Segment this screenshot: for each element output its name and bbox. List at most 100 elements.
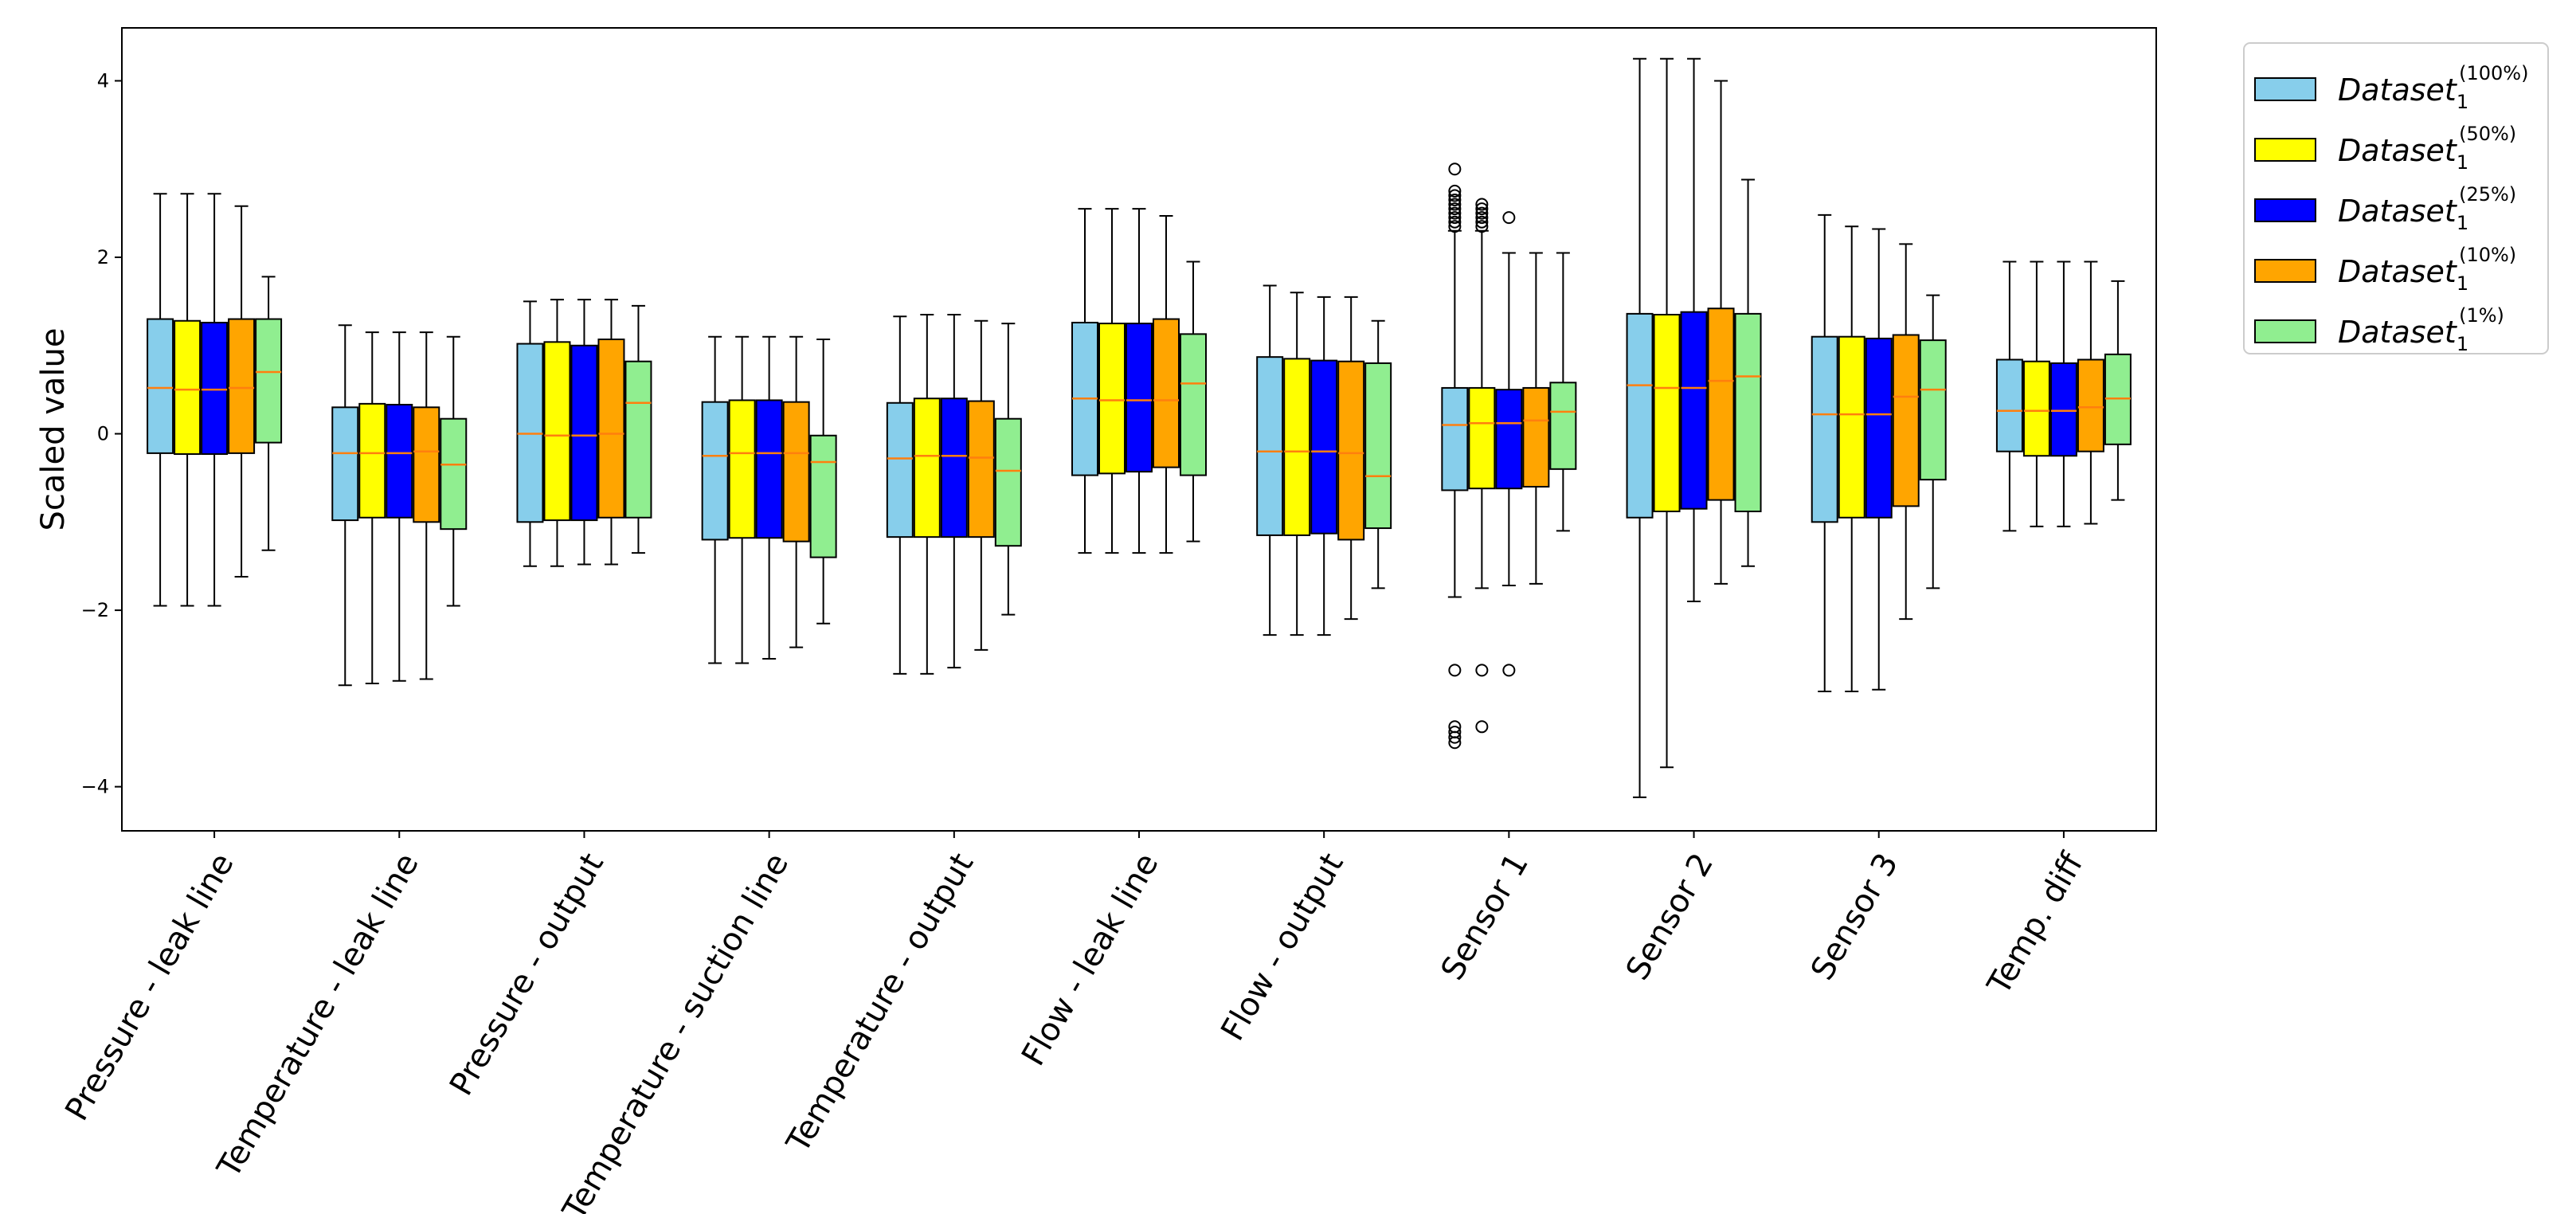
box-10-series-1 (2022, 260, 2050, 527)
x-tick-label: Sensor 1 (1434, 847, 1535, 986)
box-2-series-0 (516, 300, 544, 567)
box-iqr (1468, 386, 1496, 490)
box-2-series-1 (543, 299, 571, 567)
box-iqr (755, 399, 783, 539)
box-0-series-4 (255, 276, 283, 551)
box-10-series-4 (2104, 280, 2132, 501)
box-iqr (440, 417, 468, 531)
box-1-series-4 (440, 335, 468, 607)
y-tick-label: 0 (97, 423, 109, 445)
box-9-series-1 (1838, 225, 1865, 692)
box-2-series-3 (597, 299, 625, 566)
box-4-series-0 (886, 315, 914, 675)
outlier-point (1448, 194, 1462, 206)
outlier-point (1475, 664, 1489, 677)
box-5-series-0 (1071, 208, 1098, 554)
box-2-series-2 (570, 299, 598, 566)
box-10-series-2 (2049, 260, 2077, 527)
box-iqr (940, 397, 968, 538)
y-tick-label: −4 (81, 776, 109, 798)
box-9-series-2 (1865, 228, 1893, 691)
box-iqr (1495, 389, 1523, 490)
outlier-point (1475, 220, 1489, 233)
legend-swatch (2254, 259, 2316, 283)
box-3-series-0 (701, 335, 729, 664)
box-1-series-3 (413, 331, 440, 680)
legend-entry-label: Dataset1(10%) (2338, 244, 2516, 295)
box-8-series-4 (1734, 178, 1762, 567)
box-5-series-4 (1180, 260, 1207, 542)
box-iqr (1892, 334, 1920, 507)
box-iqr (1838, 335, 1865, 519)
box-6-series-1 (1283, 292, 1311, 636)
outlier-point (1475, 215, 1489, 229)
x-tick-label: Temperature - suction line (555, 847, 796, 1214)
box-3-series-1 (728, 335, 756, 664)
box-iqr (2022, 360, 2050, 457)
y-tick-label: −2 (81, 599, 109, 621)
box-iqr (543, 341, 571, 522)
y-axis-title: Scaled value (35, 328, 72, 531)
box-0-series-1 (174, 193, 202, 607)
legend-entry-label: Dataset1(25%) (2338, 183, 2516, 234)
box-iqr (1680, 311, 1708, 510)
x-tick-label: Sensor 2 (1619, 847, 1721, 986)
outlier-point (1448, 184, 1462, 198)
outlier-point (1475, 202, 1489, 216)
box-iqr (809, 434, 837, 558)
box-iqr (624, 360, 652, 519)
x-tick-label: Sensor 3 (1804, 847, 1905, 986)
outlier-point (1448, 163, 1462, 176)
box-iqr (1098, 323, 1126, 475)
box-iqr (1653, 314, 1681, 513)
box-iqr (886, 401, 914, 538)
x-tick-label: Pressure - output (443, 847, 611, 1102)
x-tick-label: Pressure - leak line (58, 847, 241, 1126)
box-6-series-2 (1310, 296, 1338, 636)
y-tick-label: 4 (97, 69, 109, 92)
legend-swatch (2254, 319, 2316, 343)
box-iqr (1865, 337, 1893, 519)
box-0-series-2 (201, 193, 229, 607)
box-8-series-2 (1680, 57, 1708, 602)
box-7-series-2 (1495, 211, 1523, 677)
outlier-point (1502, 211, 1516, 225)
outlier-point (1448, 730, 1462, 744)
box-1-series-0 (331, 324, 359, 687)
box-iqr (255, 318, 283, 444)
legend-entry-label: Dataset1(100%) (2338, 62, 2528, 113)
legend-swatch (2254, 138, 2316, 162)
box-8-series-3 (1707, 80, 1735, 585)
box-3-series-4 (809, 339, 837, 625)
box-iqr (1310, 359, 1338, 535)
box-10-series-0 (1995, 260, 2023, 532)
outlier-point (1502, 664, 1516, 677)
outlier-point (1448, 211, 1462, 225)
box-5-series-1 (1098, 208, 1126, 554)
x-tick-label: Flow - output (1214, 847, 1350, 1047)
box-iqr (1153, 318, 1180, 468)
box-0-series-3 (228, 205, 256, 578)
outlier-point (1448, 202, 1462, 216)
box-iqr (1283, 358, 1311, 536)
box-2-series-4 (624, 304, 652, 554)
legend-frame (2243, 42, 2549, 354)
box-iqr (1522, 386, 1550, 488)
box-iqr (1126, 323, 1153, 473)
box-0-series-0 (147, 193, 174, 607)
box-iqr (2077, 358, 2104, 452)
box-iqr (174, 319, 202, 456)
box-7-series-3 (1522, 252, 1550, 585)
box-iqr (228, 318, 256, 454)
box-iqr (331, 406, 359, 522)
box-5-series-3 (1153, 214, 1180, 554)
box-iqr (1707, 307, 1735, 501)
box-iqr (1734, 312, 1762, 513)
box-iqr (1995, 358, 2023, 452)
box-4-series-3 (967, 319, 995, 651)
box-10-series-3 (2077, 260, 2104, 525)
legend: Dataset1(100%) Dataset1(50%) Dataset1(25%)… (2243, 42, 2549, 355)
box-iqr (386, 403, 413, 519)
